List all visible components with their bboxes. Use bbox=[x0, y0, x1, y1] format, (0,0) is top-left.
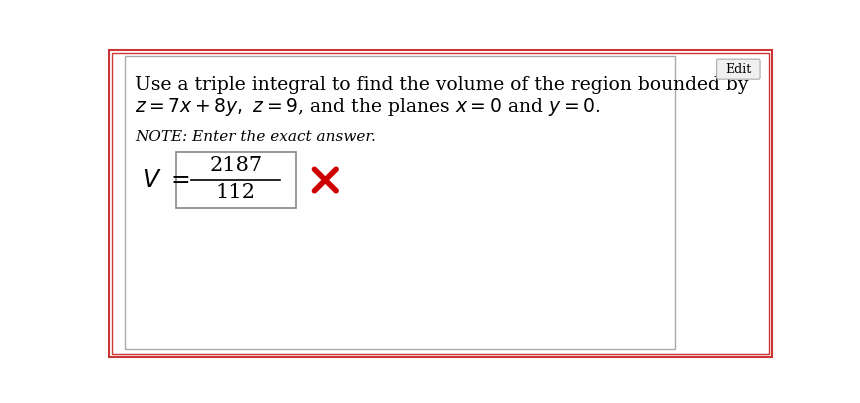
Text: 112: 112 bbox=[216, 183, 255, 202]
Text: Use a triple integral to find the volume of the region bounded by: Use a triple integral to find the volume… bbox=[135, 76, 749, 94]
Text: 2187: 2187 bbox=[209, 156, 262, 175]
FancyBboxPatch shape bbox=[716, 59, 760, 79]
Text: $V\ =$: $V\ =$ bbox=[142, 169, 189, 192]
Bar bbox=[175, 152, 296, 208]
Text: $z = 7x + 8y,\ z = 9$, and the planes $x = 0$ and $y = 0$.: $z = 7x + 8y,\ z = 9$, and the planes $x… bbox=[135, 96, 601, 118]
Bar bbox=[125, 56, 675, 349]
Text: NOTE: Enter the exact answer.: NOTE: Enter the exact answer. bbox=[135, 130, 377, 144]
Text: Edit: Edit bbox=[725, 62, 752, 76]
